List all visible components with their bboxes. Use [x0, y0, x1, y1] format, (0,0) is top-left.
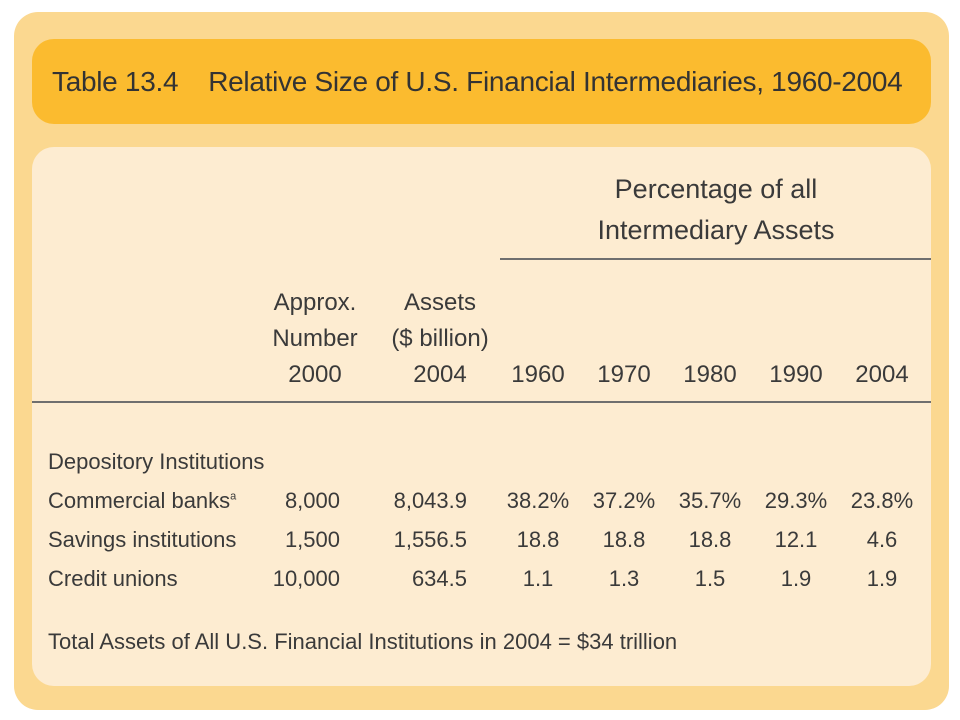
cell-number: 10,000: [272, 566, 340, 591]
cell-pct-1960: 38.2%: [506, 488, 570, 513]
table-title: Relative Size of U.S. Financial Intermed…: [208, 65, 903, 97]
col-header-year-1990: 1990: [769, 361, 823, 388]
row-label-commercial-banks: Commercial banksa: [48, 488, 236, 514]
cell-pct-1980: 18.8: [688, 527, 732, 552]
col-header-year-1960: 1960: [511, 361, 565, 388]
col-header-number-line-1: Approx.: [273, 289, 357, 316]
cell-pct-2004: 4.6: [866, 527, 898, 552]
col-header-year-1970: 1970: [597, 361, 651, 388]
cell-number: 1,500: [284, 527, 340, 552]
percentage-header-rule: [500, 258, 931, 260]
cell-pct-1990: 1.9: [780, 566, 812, 591]
col-header-number-line-3: 2000: [288, 361, 342, 388]
cell-pct-1960: 1.1: [522, 566, 554, 591]
col-header-number: Approx. Number 2000: [265, 285, 365, 393]
row-name: Commercial banks: [48, 488, 231, 513]
cell-pct-1990: 12.1: [774, 527, 818, 552]
table-title-bar: Table 13.4 Relative Size of U.S. Financi…: [32, 39, 931, 124]
col-header-assets-line-3: 2004: [413, 361, 467, 388]
col-header-number-line-2: Number: [272, 325, 358, 352]
cell-pct-1970: 1.3: [608, 566, 640, 591]
col-header-assets-line-1: Assets: [403, 289, 477, 316]
cell-pct-1980: 1.5: [694, 566, 726, 591]
cell-pct-1970: 37.2%: [592, 488, 656, 513]
percentage-header: Percentage of all Intermediary Assets: [500, 169, 932, 251]
col-header-year-2004: 2004: [855, 361, 909, 388]
row-label-credit-unions: Credit unions: [48, 566, 178, 591]
cell-pct-2004: 1.9: [866, 566, 898, 591]
cell-pct-2004: 23.8%: [850, 488, 914, 513]
cell-assets: 634.5: [411, 566, 467, 591]
row-label-savings-institutions: Savings institutions: [48, 527, 237, 552]
table-number: Table 13.4: [52, 65, 179, 97]
cell-number: 8,000: [284, 488, 340, 513]
percentage-header-line-2: Intermediary Assets: [597, 215, 835, 245]
table-panel: Percentage of all Intermediary Assets Ap…: [32, 147, 931, 686]
col-header-assets-line-2: ($ billion): [391, 325, 489, 352]
cell-pct-1970: 18.8: [602, 527, 646, 552]
header-rule: [32, 401, 931, 403]
cell-assets: 1,556.5: [393, 527, 467, 552]
total-assets-note: Total Assets of All U.S. Financial Insti…: [48, 629, 678, 654]
cell-pct-1990: 29.3%: [764, 488, 828, 513]
cell-pct-1960: 18.8: [516, 527, 560, 552]
footnote-marker: a: [230, 490, 237, 503]
percentage-header-line-1: Percentage of all: [614, 174, 818, 204]
cell-assets: 8,043.9: [393, 488, 467, 513]
section-label: Depository Institutions: [48, 449, 265, 474]
cell-pct-1980: 35.7%: [678, 488, 742, 513]
col-header-year-1980: 1980: [683, 361, 737, 388]
col-header-assets: Assets ($ billion) 2004: [380, 285, 500, 393]
